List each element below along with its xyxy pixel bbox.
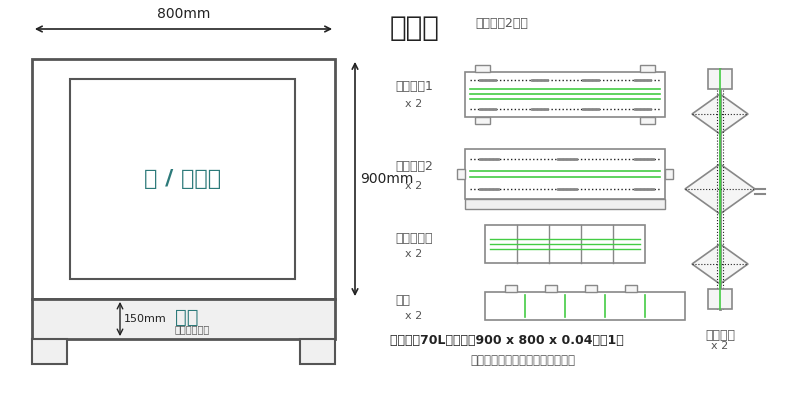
Text: フレーム1: フレーム1 — [395, 79, 433, 93]
Polygon shape — [640, 117, 655, 124]
Text: 桁台: 桁台 — [395, 294, 410, 306]
Text: x 2: x 2 — [711, 341, 728, 351]
Text: 900mm: 900mm — [360, 172, 414, 186]
Polygon shape — [32, 299, 335, 339]
Polygon shape — [665, 169, 673, 179]
Text: 800mm: 800mm — [157, 7, 210, 21]
Polygon shape — [708, 289, 732, 309]
Text: 縦 / 横兼用: 縦 / 横兼用 — [144, 169, 221, 189]
Text: x 2: x 2 — [405, 311, 423, 321]
Polygon shape — [685, 164, 755, 214]
Polygon shape — [505, 285, 517, 292]
Polygon shape — [545, 285, 557, 292]
Polygon shape — [625, 285, 637, 292]
Text: x 2: x 2 — [405, 99, 423, 109]
Polygon shape — [692, 244, 748, 284]
Polygon shape — [640, 65, 655, 71]
Polygon shape — [585, 285, 597, 292]
Text: 各パーツ2枚入: 各パーツ2枚入 — [475, 17, 528, 30]
Text: x 2: x 2 — [405, 249, 423, 259]
Text: フレーム2: フレーム2 — [395, 160, 433, 172]
Polygon shape — [475, 117, 490, 124]
Text: 桁台: 桁台 — [175, 308, 199, 326]
Text: x 2: x 2 — [405, 181, 423, 191]
Text: スタンド: スタンド — [705, 329, 735, 342]
Text: 150mm: 150mm — [124, 314, 167, 324]
Text: 内容物: 内容物 — [390, 14, 440, 42]
Text: 最初に内容物をご確認ください。: 最初に内容物をご確認ください。 — [470, 354, 575, 367]
Text: ストッパー: ストッパー — [395, 231, 432, 245]
Polygon shape — [692, 94, 748, 134]
Polygon shape — [465, 199, 665, 209]
Polygon shape — [708, 69, 732, 89]
Polygon shape — [300, 339, 335, 364]
Text: （脱着可能）: （脱着可能） — [175, 324, 210, 334]
Polygon shape — [475, 65, 490, 71]
Polygon shape — [32, 339, 67, 364]
Polygon shape — [457, 169, 465, 179]
Text: その他、70Lポリ袋（900 x 800 x 0.04）　1枚: その他、70Lポリ袋（900 x 800 x 0.04） 1枚 — [390, 334, 624, 348]
